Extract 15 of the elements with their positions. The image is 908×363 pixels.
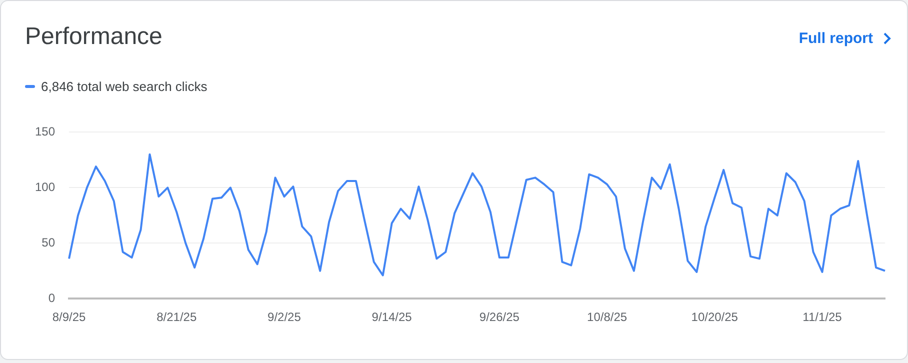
x-tick-label: 9/2/25 bbox=[268, 310, 302, 324]
y-tick-label: 150 bbox=[34, 124, 56, 139]
x-tick-label: 8/21/25 bbox=[156, 310, 197, 324]
y-tick-label: 0 bbox=[48, 290, 56, 305]
x-tick-label: 10/8/25 bbox=[587, 310, 628, 324]
x-tick-label: 10/20/25 bbox=[691, 310, 738, 324]
x-tick-label: 11/1/25 bbox=[802, 310, 842, 324]
text: Full report bbox=[798, 30, 873, 47]
legend-label: 6,846 total web search clicks bbox=[41, 79, 208, 94]
x-tick-label: 9/26/25 bbox=[479, 310, 520, 324]
y-tick-label: 50 bbox=[42, 235, 56, 250]
chart-title: Performance bbox=[25, 23, 162, 51]
y-tick-label: 100 bbox=[34, 180, 56, 194]
x-tick-label: 9/14/25 bbox=[372, 310, 412, 324]
x-tick-label: 8/9/25 bbox=[52, 310, 86, 324]
